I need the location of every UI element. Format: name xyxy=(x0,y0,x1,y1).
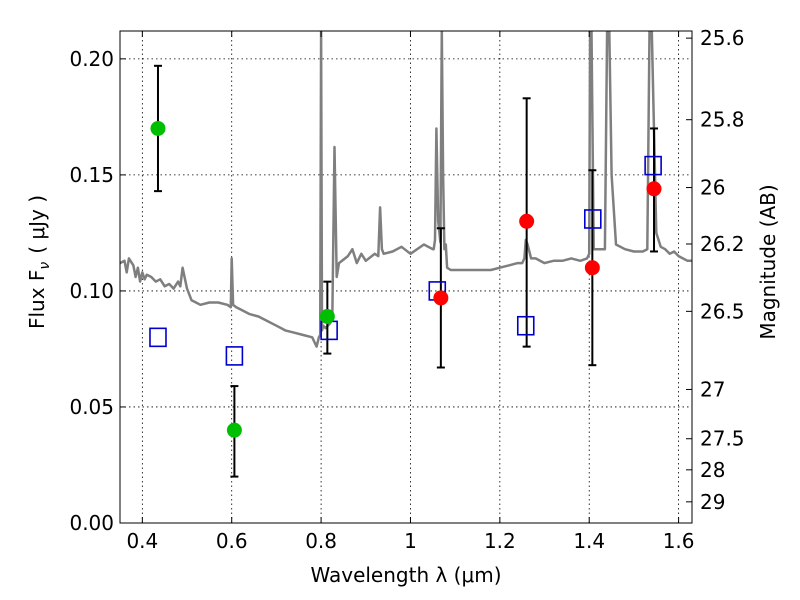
mag-tick-label: 26.5 xyxy=(700,299,745,323)
green-point xyxy=(150,120,166,136)
model-square xyxy=(225,346,244,366)
y-tick-label: 0.20 xyxy=(69,47,114,71)
x-tick-label: 0.8 xyxy=(305,529,337,553)
red-point xyxy=(584,260,600,276)
y-axis-right: 25.6 25.8 26 26.2 26.5 27 27.5 28 29 xyxy=(686,26,745,514)
x-tick-label: 1.2 xyxy=(484,529,516,553)
mag-tick-label: 25.6 xyxy=(700,26,745,50)
spectrum-series xyxy=(120,31,692,348)
x-axis: 0.4 0.6 0.8 1 1.2 1.4 1.6 xyxy=(126,31,695,553)
model-square xyxy=(149,327,167,348)
spectrum-line xyxy=(120,31,692,348)
green-point xyxy=(319,308,335,324)
x-axis-label: Wavelength λ (μm) xyxy=(310,563,501,587)
model-square xyxy=(516,315,535,336)
mag-tick-label: 25.8 xyxy=(700,108,745,132)
errorbars xyxy=(153,64,659,478)
y-tick-label: 0.00 xyxy=(69,511,114,535)
red-point xyxy=(646,181,662,197)
y-axis-label-subscript: ν xyxy=(37,262,53,270)
mag-tick-label: 27 xyxy=(700,377,725,401)
red-point xyxy=(519,213,535,229)
plot-frame xyxy=(119,30,693,524)
y-axis-label: Flux Fν ( μJy ) xyxy=(25,195,53,329)
y-tick-label: 0.10 xyxy=(69,279,114,303)
mag-tick-label: 28 xyxy=(700,458,725,482)
grid xyxy=(120,31,692,523)
y-axis-label-main: Flux F xyxy=(25,270,49,329)
right-axis-label: Magnitude (AB) xyxy=(756,184,780,339)
x-tick-label: 0.6 xyxy=(216,529,248,553)
y-axis-left: 0.00 0.05 0.10 0.15 0.20 xyxy=(69,47,126,535)
y-tick-label: 0.05 xyxy=(69,395,114,419)
svg-text:Flux Fν( μJy ): Flux Fν ( μJy ) xyxy=(25,195,53,329)
mag-tick-label: 27.5 xyxy=(700,427,745,451)
y-tick-label: 0.15 xyxy=(69,163,114,187)
green-point xyxy=(226,422,242,438)
x-tick-label: 1 xyxy=(404,529,417,553)
model-square xyxy=(583,209,602,229)
mag-tick-label: 26 xyxy=(700,176,725,200)
model-square xyxy=(644,155,662,176)
mag-tick-label: 26.2 xyxy=(700,232,745,256)
data-points xyxy=(149,120,662,438)
x-tick-label: 1.4 xyxy=(573,529,605,553)
x-tick-label: 0.4 xyxy=(126,529,158,553)
mag-tick-label: 29 xyxy=(700,490,725,514)
y-axis-label-units: ( μJy ) xyxy=(25,195,49,254)
red-point xyxy=(433,290,449,306)
x-tick-label: 1.6 xyxy=(663,529,695,553)
